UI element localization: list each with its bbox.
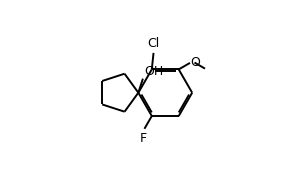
Text: Cl: Cl bbox=[147, 37, 160, 50]
Text: F: F bbox=[140, 132, 147, 145]
Text: O: O bbox=[191, 56, 200, 69]
Text: OH: OH bbox=[144, 65, 163, 78]
